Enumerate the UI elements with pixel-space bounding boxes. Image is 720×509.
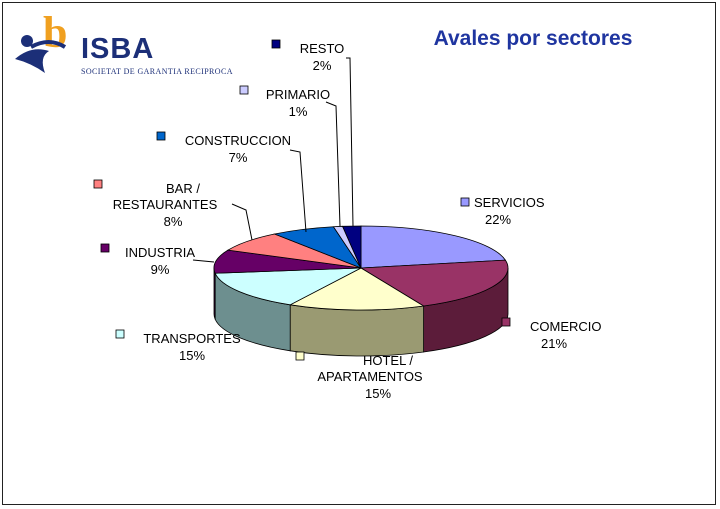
leader-line-resto (346, 57, 354, 227)
label-key-servicios (460, 197, 470, 207)
pie-slice-hotel-apartamentos (288, 267, 425, 311)
slice-label-servicios: SERVICIOS 22% (460, 195, 545, 227)
leader-line-bar-restaurantes (231, 203, 253, 241)
label-name-hotel-apartamentos-2: APARTAMENTOS (317, 369, 423, 384)
label-key-transportes (115, 329, 125, 339)
label-value-hotel-apartamentos: 15% (365, 386, 391, 401)
logo-subtitle: SOCIETAT DE GARANTIA RECIPROCA (81, 67, 233, 76)
slice-label-comercio: COMERCIO 21% (501, 317, 602, 351)
pie-side-industria (213, 267, 216, 320)
label-name-bar-restaurantes-2: RESTAURANTES (113, 197, 218, 212)
label-value-industria: 9% (151, 262, 170, 277)
label-value-bar-restaurantes: 8% (164, 214, 183, 229)
slice-label-primario: PRIMARIO 1% (239, 85, 330, 119)
slice-label-industria: INDUSTRIA 9% (100, 243, 195, 277)
label-value-transportes: 15% (179, 348, 205, 363)
label-key-hotel-apartamentos (295, 351, 305, 361)
label-value-comercio: 21% (541, 336, 567, 351)
logo-letter: b (43, 8, 67, 57)
slice-label-transportes: TRANSPORTES 15% (115, 329, 241, 363)
label-key-comercio (501, 317, 511, 327)
pie-slice-comercio (359, 259, 509, 307)
label-name-resto: RESTO (300, 41, 345, 56)
pie-slice-transportes (214, 267, 362, 306)
chart-title: Avales por sectores (433, 27, 633, 50)
label-key-industria (100, 243, 110, 253)
label-value-primario: 1% (289, 104, 308, 119)
label-name-servicios: SERVICIOS (474, 195, 545, 210)
isba-logo: b ISBA SOCIETAT DE GARANTIA RECIPROCA (9, 7, 249, 79)
label-value-resto: 2% (313, 58, 332, 73)
pie-slice-resto (341, 225, 362, 269)
pie-slice-industria (213, 249, 362, 274)
label-value-servicios: 22% (485, 212, 511, 227)
label-name-transportes: TRANSPORTES (143, 331, 241, 346)
label-key-resto (271, 39, 281, 49)
label-name-construccion: CONSTRUCCION (185, 133, 291, 148)
label-name-bar-restaurantes-1: BAR / (166, 181, 200, 196)
slice-label-bar-restaurantes: BAR /RESTAURANTES 8% (93, 179, 218, 229)
leader-line-construccion (289, 149, 307, 233)
label-name-hotel-apartamentos-1: HOTEL / (363, 353, 413, 368)
slice-label-construccion: CONSTRUCCION 7% (156, 131, 291, 165)
pie-slice-servicios (360, 225, 507, 269)
label-key-construccion (156, 131, 166, 141)
slice-label-resto: RESTO 2% (271, 39, 345, 73)
label-key-primario (239, 85, 249, 95)
slice-label-hotel-apartamentos: HOTEL /APARTAMENTOS 15% (295, 351, 423, 401)
label-value-construccion: 7% (229, 150, 248, 165)
leader-line-primario (325, 101, 341, 227)
leader-line-industria (192, 259, 215, 263)
label-key-bar-restaurantes (93, 179, 103, 189)
label-name-primario: PRIMARIO (266, 87, 330, 102)
pie-side-hotel-apartamentos (289, 304, 424, 357)
label-name-comercio: COMERCIO (530, 319, 602, 334)
isba-figure-icon: b (15, 8, 67, 73)
logo-name: ISBA (81, 33, 155, 65)
label-name-industria: INDUSTRIA (125, 245, 195, 260)
